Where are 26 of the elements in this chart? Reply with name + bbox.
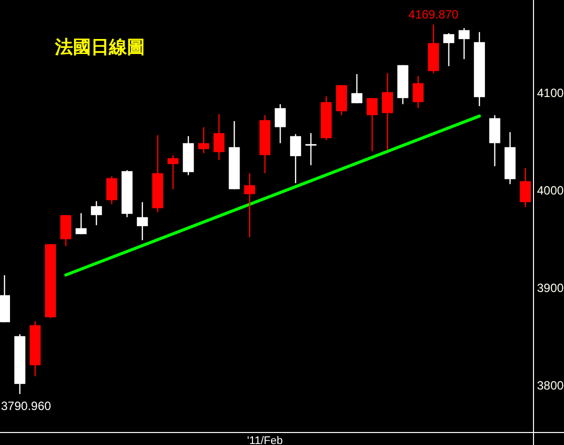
candlestick [274, 104, 286, 144]
candlestick [198, 126, 210, 154]
candlestick [443, 32, 454, 67]
candlestick [106, 176, 118, 205]
candlestick [290, 134, 302, 184]
candlestick [136, 202, 148, 241]
candlestick [366, 98, 378, 152]
candlestick [90, 200, 102, 226]
text: 法國日線圖 [54, 37, 145, 57]
y-tick-label: 4100 [537, 86, 564, 100]
candlestick [244, 172, 256, 238]
candlestick [168, 154, 179, 190]
y-tick-label: 3900 [537, 281, 564, 296]
annotation: 3790.960 [1, 399, 52, 413]
candlestick [351, 74, 362, 104]
y-tick-label: 3800 [537, 378, 564, 393]
candlestick [382, 72, 393, 151]
annotation: 4169.870 [408, 8, 459, 22]
candlestick [520, 168, 531, 208]
candlestick [213, 114, 224, 161]
candlestick [458, 27, 470, 60]
y-tick-label: 4000 [537, 184, 564, 198]
candlestick [76, 212, 87, 235]
candlestick [305, 132, 316, 166]
x-tick-label: '11/Feb [247, 435, 283, 445]
candlestick [412, 76, 424, 109]
